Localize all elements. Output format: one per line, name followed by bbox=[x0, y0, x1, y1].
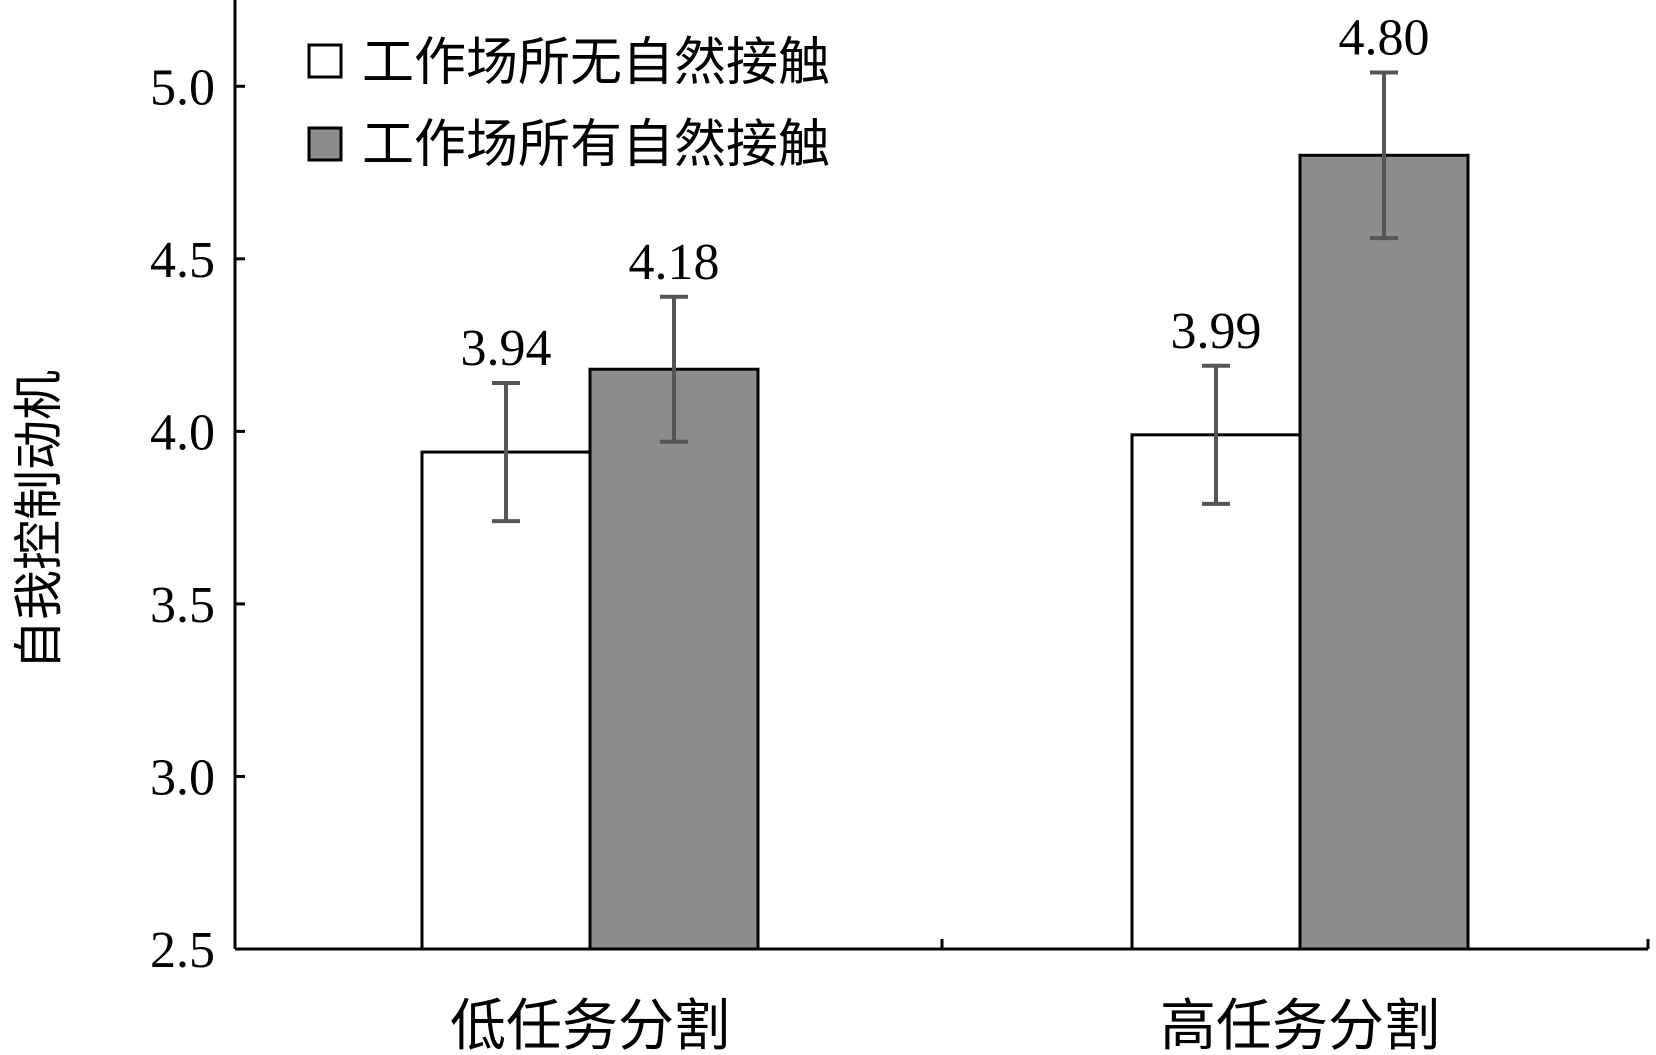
data-label: 3.99 bbox=[1171, 303, 1262, 360]
bar-series-1 bbox=[1130, 433, 1302, 951]
y-tick-label: 2.5 bbox=[150, 922, 215, 979]
legend: 工作场所无自然接触 工作场所有自然接触 bbox=[307, 35, 830, 174]
data-label: 4.80 bbox=[1339, 9, 1430, 66]
data-labels: 3.94 3.99 4.18 4.80 bbox=[461, 9, 1430, 377]
data-label: 3.94 bbox=[461, 320, 552, 377]
y-tick-label: 4.5 bbox=[150, 232, 215, 289]
bar-series-2 bbox=[588, 367, 760, 951]
legend-label-series-1: 工作场所无自然接触 bbox=[362, 35, 830, 92]
error-bars bbox=[492, 70, 1398, 524]
y-axis-title: 自我控制动机 bbox=[11, 370, 67, 670]
bar-series-2 bbox=[1298, 153, 1470, 951]
bar-series-1 bbox=[420, 450, 592, 951]
y-tick-label: 3.5 bbox=[150, 577, 215, 634]
y-tick-label: 5.0 bbox=[150, 59, 215, 116]
y-tick-label: 3.0 bbox=[150, 749, 215, 806]
x-category-label: 低任务分割 bbox=[450, 996, 730, 1055]
legend-swatch-series-1 bbox=[307, 43, 343, 79]
y-tick-label: 4.0 bbox=[150, 404, 215, 461]
x-category-label: 高任务分割 bbox=[1160, 996, 1440, 1055]
axes: 2.5 3.0 3.5 4.0 4.5 5.0 低任务分割 高任务分割 bbox=[150, 0, 1650, 1055]
data-label: 4.18 bbox=[629, 234, 720, 291]
legend-swatch-series-2 bbox=[307, 126, 343, 162]
bars bbox=[420, 153, 1470, 951]
legend-label-series-2: 工作场所有自然接触 bbox=[362, 117, 830, 174]
